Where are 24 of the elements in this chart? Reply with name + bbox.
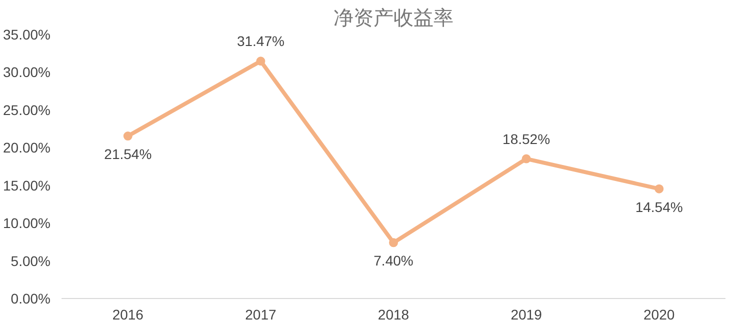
- y-tick-label: 15.00%: [3, 177, 50, 194]
- y-tick-label: 25.00%: [3, 102, 50, 118]
- y-tick-label: 20.00%: [3, 140, 50, 156]
- chart-title: 净资产收益率: [334, 8, 454, 30]
- y-tick-label: 35.00%: [3, 26, 50, 42]
- point: [389, 238, 398, 248]
- y-tick-label: 0.00%: [10, 290, 51, 306]
- point: [123, 132, 132, 141]
- point: [256, 56, 266, 66]
- data-label: 18.52%: [502, 130, 550, 147]
- x-tick-label: 2019: [510, 306, 542, 322]
- data-label: 21.54%: [104, 146, 152, 162]
- y-tick-label: 5.00%: [10, 252, 51, 269]
- y-tick-label: 30.00%: [3, 64, 50, 80]
- x-tick-label: 2016: [112, 306, 144, 322]
- point: [654, 184, 664, 194]
- data-label: 31.47%: [236, 33, 284, 50]
- x-tick-label: 2020: [644, 306, 675, 322]
- data-label: 14.54%: [635, 198, 683, 215]
- x-tick-label: 2017: [245, 306, 276, 322]
- point: [522, 154, 531, 164]
- y-tick-label: 10.00%: [3, 215, 50, 232]
- x-tick-label: 2018: [378, 306, 410, 322]
- data-label: 7.40%: [374, 252, 414, 269]
